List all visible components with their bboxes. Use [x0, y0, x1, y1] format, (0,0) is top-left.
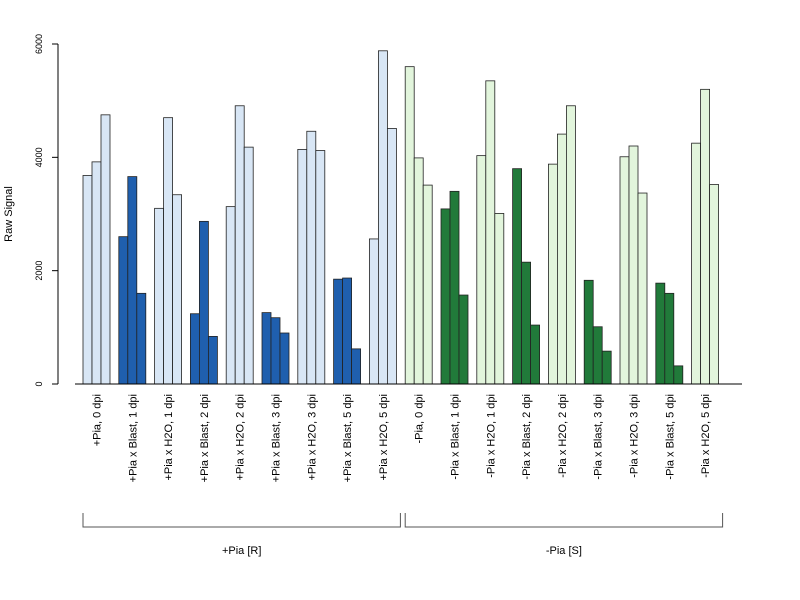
bar — [306, 130, 317, 385]
bar — [655, 282, 666, 385]
bar — [154, 207, 165, 385]
bar — [440, 208, 451, 385]
category-label: -Pia x Blast, 5 dpi — [664, 394, 676, 480]
bar — [136, 292, 147, 385]
bar — [583, 279, 594, 385]
bar — [592, 326, 603, 385]
bar — [297, 148, 308, 385]
bar — [485, 80, 496, 385]
bar — [342, 277, 353, 385]
category-label: +Pia x H2O, 2 dpi — [235, 394, 247, 481]
bar — [118, 236, 129, 385]
bar — [530, 324, 540, 385]
bar — [700, 88, 710, 385]
bar — [619, 156, 630, 385]
bar — [548, 163, 558, 385]
y-tick-label: 4000 — [34, 147, 44, 167]
category-label: -Pia x H2O, 2 dpi — [557, 394, 569, 478]
bar — [449, 190, 460, 385]
y-tick-label: 2000 — [34, 261, 44, 281]
bar — [243, 146, 254, 385]
bar — [270, 317, 281, 385]
bar — [404, 66, 415, 385]
bar — [413, 157, 424, 385]
bar — [601, 350, 612, 385]
bar — [673, 365, 684, 385]
bar — [207, 335, 218, 385]
category-label: +Pia x Blast, 3 dpi — [271, 394, 283, 482]
category-label: -Pia x Blast, 1 dpi — [450, 394, 462, 480]
bar — [709, 184, 719, 385]
bar — [172, 194, 183, 385]
bar — [458, 294, 469, 385]
bar — [100, 114, 111, 385]
group-label: -Pia [S] — [546, 545, 582, 557]
bar — [476, 155, 487, 385]
category-label: +Pia x H2O, 5 dpi — [378, 394, 390, 481]
category-label: -Pia, 0 dpi — [414, 394, 426, 444]
bar — [521, 261, 531, 385]
bar — [279, 332, 290, 385]
category-label: -Pia x H2O, 1 dpi — [485, 394, 497, 478]
bar — [386, 128, 397, 385]
bar — [557, 133, 567, 385]
bar — [234, 105, 245, 385]
bar — [91, 161, 102, 385]
bar — [82, 175, 93, 385]
bar — [664, 292, 675, 385]
bar — [261, 312, 272, 385]
bars-layer — [82, 50, 719, 385]
bar — [566, 105, 576, 385]
bar — [198, 220, 209, 385]
category-label: +Pia x Blast, 2 dpi — [199, 394, 211, 482]
bar — [494, 213, 505, 385]
y-tick-label: 0 — [34, 381, 44, 386]
category-label: -Pia x Blast, 3 dpi — [593, 394, 605, 480]
axes-layer: 0 2000 4000 6000 — [34, 34, 742, 387]
bar — [691, 142, 701, 385]
bar — [377, 50, 388, 385]
category-label: -Pia x H2O, 5 dpi — [700, 394, 712, 478]
bar — [637, 192, 648, 385]
group-label: +Pia [R] — [222, 545, 261, 557]
category-label: +Pia x Blast, 5 dpi — [342, 394, 354, 482]
group-bracket — [404, 513, 724, 528]
y-tick-label: 6000 — [34, 34, 44, 54]
bar — [163, 117, 174, 385]
bar — [368, 238, 379, 385]
bar — [127, 176, 138, 385]
y-axis-title: Raw Signal — [3, 186, 15, 242]
bar — [351, 348, 362, 385]
category-label: -Pia x Blast, 2 dpi — [521, 394, 533, 480]
category-labels-layer: +Pia, 0 dpi +Pia x Blast, 1 dpi +Pia x H2O… — [92, 394, 713, 482]
category-label: -Pia x H2O, 3 dpi — [629, 394, 641, 478]
bar — [422, 184, 433, 385]
bar — [315, 150, 326, 385]
group-brackets-layer: +Pia [R] -Pia [S] — [82, 513, 724, 557]
group-bracket — [82, 513, 401, 528]
bar — [225, 206, 236, 385]
bar — [512, 168, 522, 385]
category-label: +Pia x H2O, 1 dpi — [163, 394, 175, 481]
category-label: +Pia, 0 dpi — [92, 394, 104, 446]
bar — [189, 313, 200, 385]
category-label: +Pia x H2O, 3 dpi — [306, 394, 318, 481]
bar — [628, 145, 639, 385]
category-label: +Pia x Blast, 1 dpi — [127, 394, 139, 482]
bar — [333, 278, 344, 385]
